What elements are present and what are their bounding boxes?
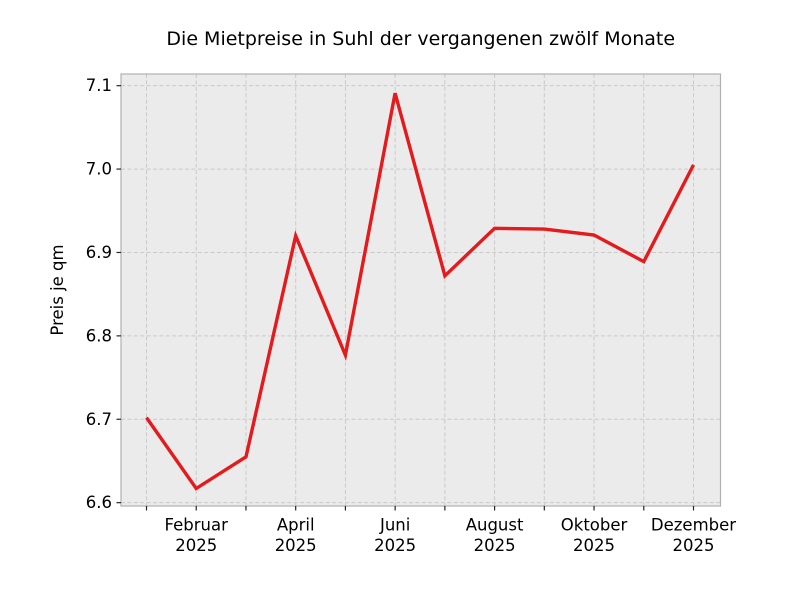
y-axis-label: Preis je qm — [48, 244, 67, 335]
y-tick-label: 6.6 — [86, 493, 112, 512]
axis-tick-labels: 6.6 6.7 6.8 6.9 7.0 7.1 Februar 2025 April 2025 Ju… — [86, 76, 737, 555]
chart-title: Die Mietpreise in Suhl der vergangenen z… — [166, 28, 675, 50]
axis-ticks — [116, 85, 695, 511]
y-tick-label: 6.7 — [86, 410, 112, 429]
plot-area — [121, 74, 721, 506]
y-tick-label: 6.8 — [86, 326, 112, 345]
x-tick-label: April 2025 — [275, 516, 317, 556]
price-line — [145, 92, 696, 491]
x-tick-label: Dezember 2025 — [651, 516, 736, 556]
axes-spines — [120, 73, 722, 507]
plot-background — [121, 74, 721, 506]
x-tick-label: Februar 2025 — [165, 516, 229, 556]
y-tick-label: 7.1 — [86, 76, 112, 95]
gridlines — [121, 74, 721, 506]
x-tick-label: Oktober 2025 — [561, 516, 628, 556]
plot-border — [120, 73, 722, 507]
x-tick-label: Juni 2025 — [374, 516, 416, 556]
y-tick-label: 7.0 — [86, 160, 112, 179]
price-line-series — [145, 92, 696, 491]
y-tick-label: 6.9 — [86, 243, 112, 262]
x-tick-label: August 2025 — [466, 516, 524, 556]
